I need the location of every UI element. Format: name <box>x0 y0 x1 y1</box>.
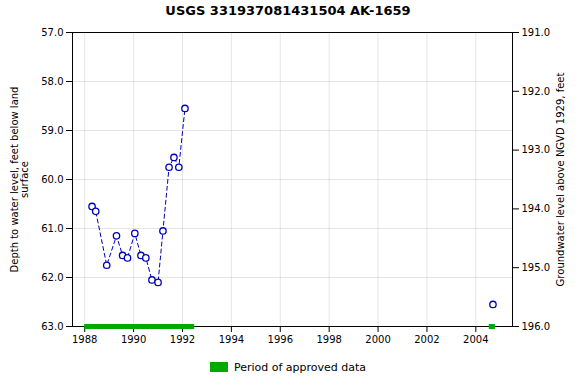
svg-text:194.0: 194.0 <box>522 203 551 214</box>
svg-text:196.0: 196.0 <box>522 321 551 332</box>
svg-text:Groundwater level above NGVD 1: Groundwater level above NGVD 1929, feet <box>555 73 566 287</box>
svg-text:61.0: 61.0 <box>41 223 63 234</box>
svg-text:1992: 1992 <box>170 334 195 345</box>
svg-text:1994: 1994 <box>219 334 244 345</box>
svg-text:2004: 2004 <box>463 334 488 345</box>
svg-text:1998: 1998 <box>316 334 341 345</box>
svg-text:195.0: 195.0 <box>522 262 551 273</box>
svg-text:1988: 1988 <box>72 334 97 345</box>
svg-text:191.0: 191.0 <box>522 27 551 38</box>
svg-text:57.0: 57.0 <box>41 27 63 38</box>
html-text:Period of approved data: Period of approved data <box>233 360 367 374</box>
svg-text:2002: 2002 <box>414 334 439 345</box>
svg-text:63.0: 63.0 <box>41 321 63 332</box>
html-text:USGS 331937081431504 AK-1659: USGS 331937081431504 AK-1659 <box>165 3 411 18</box>
svg-text:Depth to water level, feet bel: Depth to water level, feet below landsur… <box>9 87 30 273</box>
svg-text:193.0: 193.0 <box>522 144 551 155</box>
svg-text:59.0: 59.0 <box>41 125 63 136</box>
svg-text:1996: 1996 <box>268 334 293 345</box>
svg-text:192.0: 192.0 <box>522 86 551 97</box>
svg-text:60.0: 60.0 <box>41 174 63 185</box>
svg-text:1990: 1990 <box>121 334 146 345</box>
svg-text:58.0: 58.0 <box>41 76 63 87</box>
svg-text:2000: 2000 <box>365 334 390 345</box>
svg-text:62.0: 62.0 <box>41 272 63 283</box>
